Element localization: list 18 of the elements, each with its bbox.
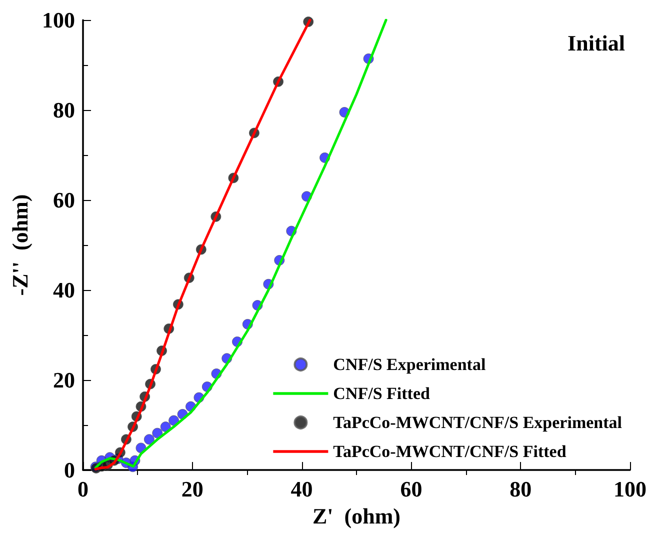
y-axis-title: -Z'' (ohm) xyxy=(8,194,33,296)
x-tick-label: 20 xyxy=(181,476,204,502)
legend-label: CNF/S Experimental xyxy=(333,355,486,374)
annotation: Initial xyxy=(568,30,626,56)
y-tick-label: 20 xyxy=(53,368,75,392)
y-tick-label: 60 xyxy=(53,188,75,212)
legend-label: TaPcCo-MWCNT/CNF/S Fitted xyxy=(333,442,567,461)
x-tick-label: 40 xyxy=(290,476,313,502)
legend-label: CNF/S Fitted xyxy=(333,384,431,403)
y-tick-label: 80 xyxy=(53,98,75,122)
y-tick-label: 100 xyxy=(42,8,75,32)
y-tick-label: 40 xyxy=(53,278,75,302)
x-tick-label: 60 xyxy=(400,476,422,502)
x-tick-label: 100 xyxy=(614,476,646,502)
x-tick-label: 80 xyxy=(510,476,532,502)
x-axis-title: Z' (ohm) xyxy=(312,503,400,528)
y-tick-label: 0 xyxy=(64,458,75,482)
legend-label: TaPcCo-MWCNT/CNF/S Experimental xyxy=(333,413,622,432)
